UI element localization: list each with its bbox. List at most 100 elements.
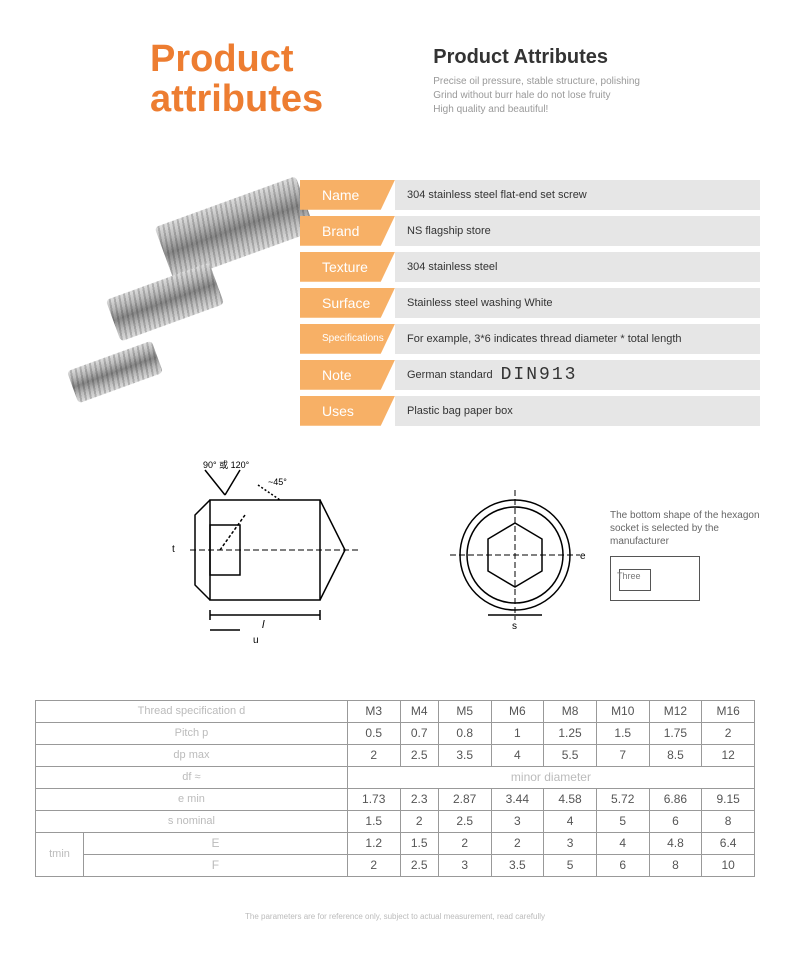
subtitle-line1: Precise oil pressure, stable structure, … <box>433 75 640 89</box>
table-cell: M3 <box>347 700 400 722</box>
table-cell: minor diameter <box>347 766 754 788</box>
table-cell: e min <box>36 788 348 810</box>
table-cell: 0.5 <box>347 722 400 744</box>
svg-text:t: t <box>172 544 175 555</box>
attr-value: 304 stainless steel flat-end set screw <box>395 180 760 210</box>
note-line1: The bottom shape of the hexagon <box>610 509 760 522</box>
mini-diagram: Three <box>610 556 700 601</box>
end-view-drawing: e s <box>440 475 600 635</box>
table-cell: 1 <box>491 722 544 744</box>
attr-value: Plastic bag paper box <box>395 396 760 426</box>
attr-row: SurfaceStainless steel washing White <box>300 288 760 318</box>
table-cell: 2.5 <box>438 810 491 832</box>
table-cell: df ≈ <box>36 766 348 788</box>
attr-label: Uses <box>300 396 395 426</box>
table-row: F22.533.556810 <box>36 854 755 876</box>
table-row: e min1.732.32.873.444.585.726.869.15 <box>36 788 755 810</box>
table-row: s nominal1.522.534568 <box>36 810 755 832</box>
table-cell: 1.73 <box>347 788 400 810</box>
product-image <box>30 180 300 440</box>
table-row: tminE1.21.522344.86.4 <box>36 832 755 854</box>
svg-text:u: u <box>253 635 259 646</box>
attr-value: NS flagship store <box>395 216 760 246</box>
attr-label: Surface <box>300 288 395 318</box>
table-cell: 4 <box>491 744 544 766</box>
table-cell: M4 <box>400 700 438 722</box>
svg-text:l: l <box>262 619 265 631</box>
table-cell: 2.3 <box>400 788 438 810</box>
table-cell: 3 <box>491 810 544 832</box>
attr-value: For example, 3*6 indicates thread diamet… <box>395 324 760 354</box>
note-line2: socket is selected by the manufacturer <box>610 522 760 548</box>
table-cell: 4 <box>544 810 597 832</box>
table-cell: 1.5 <box>347 810 400 832</box>
table-cell: 1.25 <box>544 722 597 744</box>
footnote: The parameters are for reference only, s… <box>0 912 790 921</box>
table-cell: 2.87 <box>438 788 491 810</box>
spec-table: Thread specification dM3M4M5M6M8M10M12M1… <box>35 700 755 877</box>
attr-row: Name304 stainless steel flat-end set scr… <box>300 180 760 210</box>
table-cell: 2 <box>347 854 400 876</box>
table-cell: F <box>84 854 348 876</box>
table-cell: 0.8 <box>438 722 491 744</box>
table-cell: 3.5 <box>491 854 544 876</box>
table-cell: 5 <box>544 854 597 876</box>
attr-label: Texture <box>300 252 395 282</box>
angle-label-1: 90° 或 120° <box>203 460 250 470</box>
table-cell: 3 <box>544 832 597 854</box>
title-line1: Product <box>150 40 323 80</box>
table-cell: 1.5 <box>596 722 649 744</box>
title-line2: attributes <box>150 80 323 120</box>
table-row: Pitch p0.50.70.811.251.51.752 <box>36 722 755 744</box>
table-cell: M8 <box>544 700 597 722</box>
attr-row: Texture304 stainless steel <box>300 252 760 282</box>
table-cell: 1.2 <box>347 832 400 854</box>
table-cell: 4 <box>596 832 649 854</box>
table-cell: 3.44 <box>491 788 544 810</box>
table-cell: 0.7 <box>400 722 438 744</box>
table-cell: 4.8 <box>649 832 702 854</box>
table-cell: 3 <box>438 854 491 876</box>
table-cell: M16 <box>702 700 755 722</box>
mini-diagram-label: Three <box>617 571 641 583</box>
title-graphic: Product attributes <box>150 40 323 120</box>
attributes-section: Name304 stainless steel flat-end set scr… <box>0 140 790 450</box>
table-cell: Pitch p <box>36 722 348 744</box>
table-cell: 2.5 <box>400 744 438 766</box>
table-cell: 8 <box>702 810 755 832</box>
table-row: Thread specification dM3M4M5M6M8M10M12M1… <box>36 700 755 722</box>
table-cell: 1.5 <box>400 832 438 854</box>
table-cell: 12 <box>702 744 755 766</box>
attr-label: Name <box>300 180 395 210</box>
svg-text:s: s <box>512 621 517 632</box>
table-cell: 2 <box>702 722 755 744</box>
angle-label-2: ~45° <box>268 477 287 487</box>
attr-label: Brand <box>300 216 395 246</box>
table-cell: 1.75 <box>649 722 702 744</box>
table-cell: 2.5 <box>400 854 438 876</box>
table-cell: 6 <box>596 854 649 876</box>
drawing-note: The bottom shape of the hexagon socket i… <box>600 509 760 601</box>
table-cell: M12 <box>649 700 702 722</box>
table-row: df ≈minor diameter <box>36 766 755 788</box>
table-cell: 9.15 <box>702 788 755 810</box>
technical-drawing-section: 90° 或 120° ~45° l u t e s The bottom sha… <box>0 450 790 670</box>
table-cell: 5 <box>596 810 649 832</box>
table-cell: tmin <box>36 832 84 876</box>
side-view-drawing: 90° 或 120° ~45° l u t <box>150 460 410 650</box>
table-cell: 7 <box>596 744 649 766</box>
table-cell: 3.5 <box>438 744 491 766</box>
table-cell: 2 <box>438 832 491 854</box>
table-cell: Thread specification d <box>36 700 348 722</box>
table-cell: 10 <box>702 854 755 876</box>
table-cell: 4.58 <box>544 788 597 810</box>
table-cell: M10 <box>596 700 649 722</box>
attr-label: Specifications <box>300 324 395 354</box>
table-cell: 8.5 <box>649 744 702 766</box>
attr-value: Stainless steel washing White <box>395 288 760 318</box>
table-cell: s nominal <box>36 810 348 832</box>
attributes-table: Name304 stainless steel flat-end set scr… <box>300 180 760 440</box>
table-cell: M5 <box>438 700 491 722</box>
table-cell: 5.5 <box>544 744 597 766</box>
attr-row: NoteGerman standardDIN913 <box>300 360 760 390</box>
